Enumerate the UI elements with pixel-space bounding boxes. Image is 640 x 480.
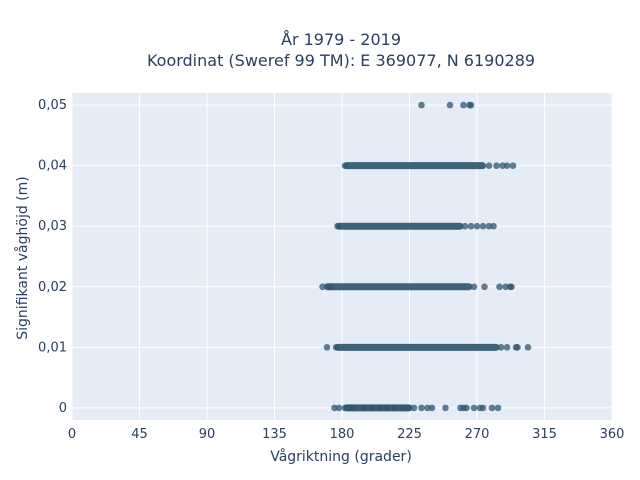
dense-point-band [324,283,473,291]
data-point [496,283,503,291]
data-point [473,222,481,230]
chart-title: År 1979 - 2019 [281,30,401,49]
data-point [514,344,521,351]
data-point [508,283,515,291]
data-point [383,404,391,412]
data-point [479,222,487,230]
data-point [467,222,475,230]
y-tick-label: 0 [59,401,67,416]
data-point [418,404,425,412]
x-tick-label: 45 [131,427,148,442]
x-tick-label: 225 [397,427,422,442]
data-point [410,404,418,412]
data-point [442,404,449,412]
data-point [503,344,511,351]
data-points [319,101,532,412]
x-tick-label: 0 [68,427,76,442]
data-point [335,404,343,412]
data-point [341,162,349,169]
x-axis-title: Vågriktning (grader) [270,448,412,465]
data-point [497,344,505,351]
data-point [376,404,383,412]
data-point [319,283,326,291]
y-tick-label: 0,03 [38,219,67,234]
dense-point-band [334,343,500,351]
data-point [368,404,376,412]
data-point [463,404,470,412]
x-tick-label: 180 [330,427,355,442]
data-point [323,344,331,351]
data-point [460,101,467,109]
y-tick-label: 0,04 [38,159,67,174]
data-point [503,162,511,169]
x-tick-label: 360 [600,427,625,442]
data-point [446,101,454,109]
data-point [350,404,358,412]
data-point [467,101,475,109]
data-point [398,404,406,412]
dense-point-band [336,222,464,230]
data-point [428,404,436,412]
data-point [334,222,341,230]
x-tick-label: 270 [465,427,490,442]
y-axis-title: Signifikant våghöjd (m) [14,176,31,339]
y-axis-ticks: 0 0,01 0,02 0,03 0,04 0,05 [38,98,67,416]
x-axis-ticks: 0 45 90 135 180 225 270 315 360 [68,427,625,442]
data-point [485,162,493,169]
data-point [481,283,488,291]
data-point [490,222,497,230]
data-point [418,101,425,109]
data-point [332,344,340,351]
data-point [494,404,502,412]
data-point [404,404,412,412]
data-point [493,162,500,169]
data-point [326,283,334,291]
data-point [524,344,532,351]
data-point [470,283,478,291]
x-tick-label: 90 [199,427,216,442]
data-point [361,404,368,412]
x-tick-label: 315 [532,427,557,442]
y-tick-label: 0,01 [38,340,67,355]
data-point [479,404,487,412]
y-tick-label: 0,05 [38,98,67,113]
data-point [488,404,496,412]
data-point [391,404,398,412]
dense-point-band [343,162,486,170]
data-point [509,162,517,169]
data-point [470,404,478,412]
x-tick-label: 135 [262,427,287,442]
chart-subtitle: Koordinat (Sweref 99 TM): E 369077, N 61… [147,51,535,70]
y-tick-label: 0,02 [38,280,67,295]
data-point [461,222,469,230]
